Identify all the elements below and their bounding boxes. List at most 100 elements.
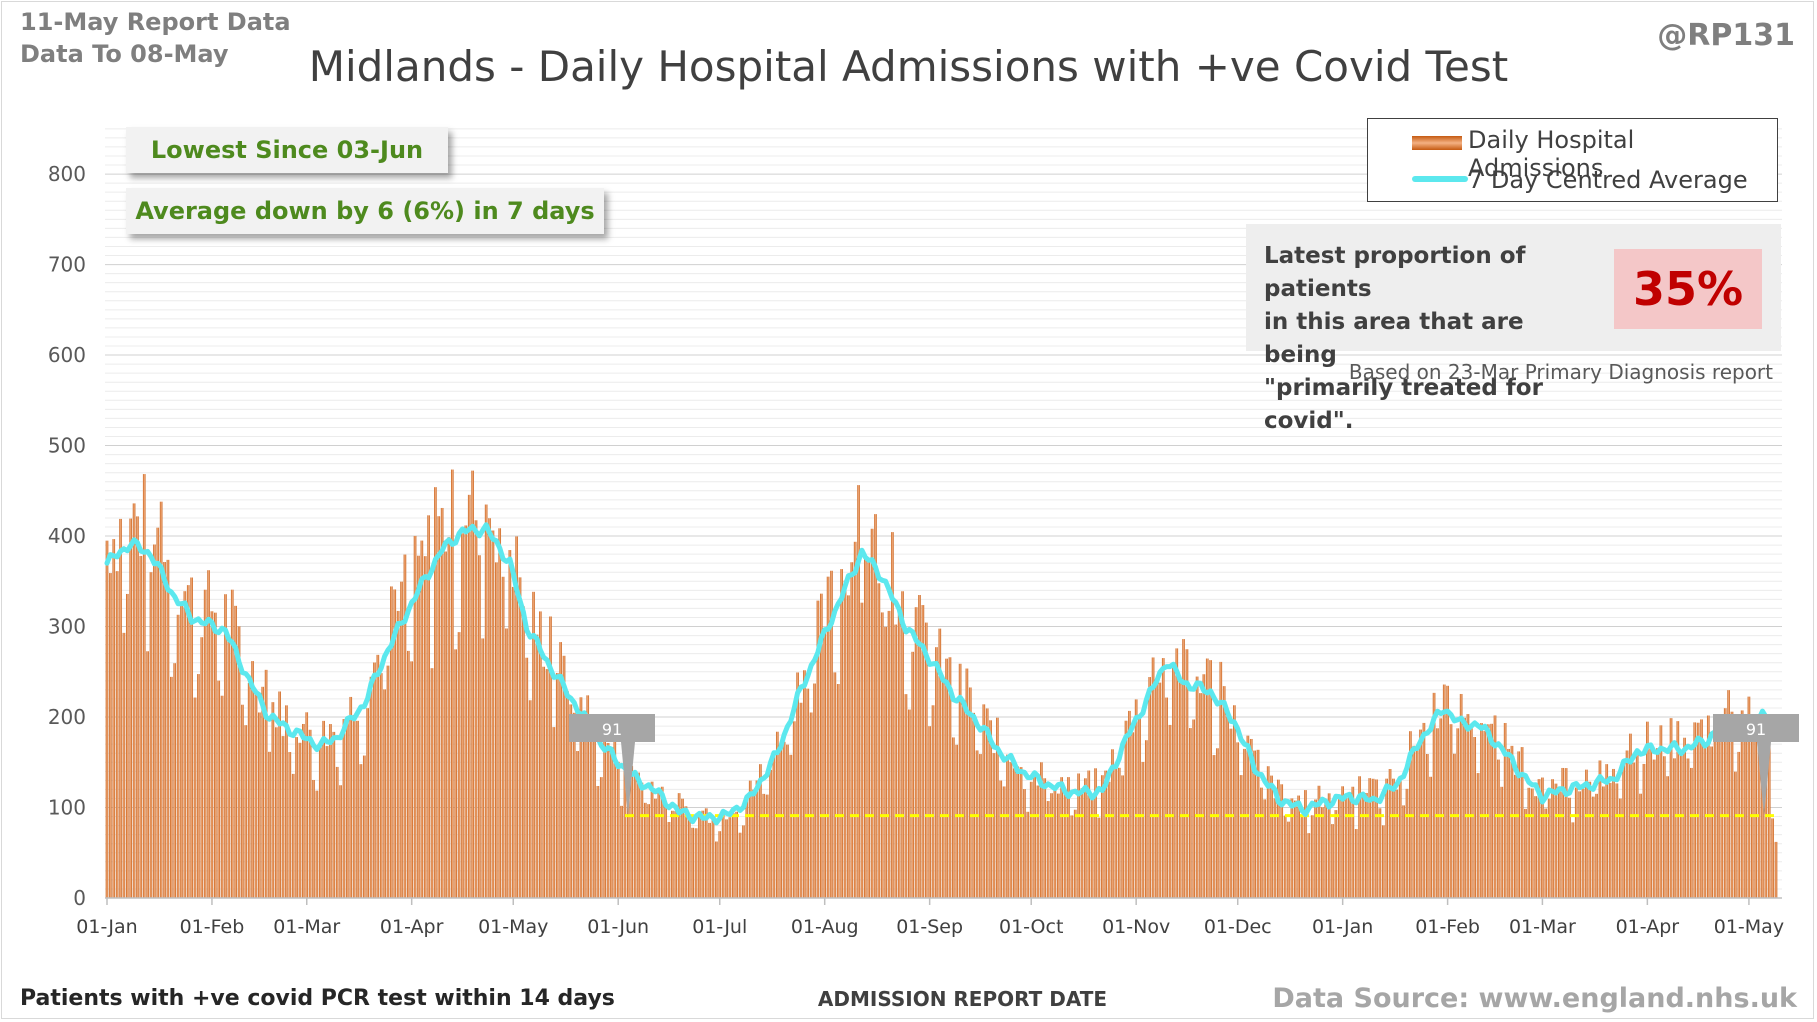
- admission-bar: [735, 812, 738, 898]
- admission-bar: [1528, 788, 1531, 898]
- admission-bar: [1585, 770, 1588, 898]
- admission-bar: [1568, 798, 1571, 898]
- admission-bar: [593, 717, 596, 898]
- admission-bar: [695, 828, 698, 898]
- admission-bar: [1582, 789, 1585, 898]
- admission-bar: [1500, 787, 1503, 898]
- admission-bar: [1037, 786, 1040, 898]
- admission-bar: [1027, 812, 1030, 898]
- admission-bar: [1365, 793, 1368, 898]
- x-tick-label: 01-Mar: [273, 916, 340, 938]
- admission-bar: [1043, 778, 1046, 898]
- x-tick-label: 01-Dec: [1204, 916, 1272, 938]
- admission-bar: [1440, 718, 1443, 898]
- admission-bar: [1179, 680, 1182, 898]
- admission-bar: [1392, 779, 1395, 898]
- admission-bar: [380, 673, 383, 898]
- legend-line-swatch: [1412, 176, 1468, 182]
- proportion-value: 35%: [1614, 249, 1762, 329]
- admission-bar: [834, 672, 837, 898]
- admission-bar: [1324, 801, 1327, 898]
- admission-bar: [1429, 777, 1432, 898]
- admission-bar: [654, 799, 657, 898]
- admission-bar: [488, 518, 491, 898]
- admission-bar: [996, 718, 999, 898]
- admission-bar: [651, 782, 654, 898]
- admission-bar: [184, 591, 187, 898]
- admission-bar: [1138, 716, 1141, 898]
- y-tick-label: 300: [48, 615, 86, 639]
- admission-bar: [1690, 768, 1693, 898]
- admission-bar: [187, 585, 190, 898]
- admission-bar: [1704, 746, 1707, 898]
- admission-bar: [702, 811, 705, 898]
- legend: Daily Hospital Admissions 7 Day Centred …: [1367, 118, 1778, 202]
- admission-bar: [752, 790, 755, 898]
- admission-bar: [1233, 705, 1236, 898]
- admission-bar: [390, 586, 393, 898]
- y-tick-label: 200: [48, 705, 86, 729]
- admission-bar: [1362, 793, 1365, 898]
- x-tick-label: 01-May: [1714, 916, 1784, 938]
- admission-bar: [1467, 714, 1470, 898]
- admission-bar: [1673, 758, 1676, 898]
- admission-bar: [1230, 729, 1233, 898]
- admission-bar: [485, 505, 488, 898]
- y-tick-label: 100: [48, 796, 86, 820]
- admission-bar: [844, 581, 847, 898]
- admission-bar: [326, 746, 329, 898]
- admission-bar: [1551, 779, 1554, 898]
- admission-bar: [1399, 779, 1402, 898]
- admission-bar: [715, 842, 718, 898]
- admission-bar: [800, 703, 803, 898]
- admission-bar: [1487, 724, 1490, 898]
- admission-bar: [316, 791, 319, 898]
- admission-bar: [1446, 686, 1449, 898]
- admission-bar: [905, 694, 908, 898]
- admission-bar: [129, 519, 132, 898]
- admission-bar: [146, 651, 149, 898]
- admission-bar: [607, 743, 610, 898]
- admission-bar: [972, 713, 975, 898]
- admission-bar: [1555, 784, 1558, 898]
- admission-bar: [911, 652, 914, 898]
- admission-bar: [1033, 776, 1036, 898]
- admission-bar: [1071, 815, 1074, 898]
- proportion-text: Latest proportion of patients in this ar…: [1264, 240, 1604, 438]
- admission-bar: [322, 721, 325, 898]
- admission-bar: [837, 684, 840, 898]
- admission-bar: [952, 737, 955, 898]
- x-tick-label: 01-Apr: [1616, 916, 1680, 938]
- admission-bar: [1507, 749, 1510, 898]
- admission-bar: [783, 742, 786, 898]
- admission-bar: [1531, 788, 1534, 898]
- admission-bar: [756, 780, 759, 898]
- admission-bar: [377, 655, 380, 898]
- admission-bar: [725, 819, 728, 898]
- admission-bar: [1453, 754, 1456, 898]
- admission-bar: [1714, 742, 1717, 898]
- admission-bar: [505, 628, 508, 898]
- admission-bar: [231, 590, 234, 898]
- admission-bar: [1148, 677, 1151, 898]
- admission-bar: [180, 606, 183, 898]
- admission-bar: [647, 804, 650, 898]
- admission-bar: [553, 727, 556, 898]
- admission-bar: [268, 752, 271, 898]
- admission-bar: [664, 805, 667, 898]
- data-source: Data Source: www.england.nhs.uk: [1272, 983, 1797, 1014]
- admission-bar: [705, 808, 708, 898]
- admission-bar: [685, 806, 688, 898]
- admission-bar: [708, 823, 711, 898]
- admission-bar: [1331, 824, 1334, 898]
- admission-bar: [729, 817, 732, 898]
- admission-bar: [813, 684, 816, 898]
- admission-bar: [1223, 686, 1226, 898]
- admission-bar: [177, 615, 180, 898]
- admission-bar: [295, 737, 298, 898]
- admission-bar: [549, 616, 552, 898]
- admission-bar: [1639, 794, 1642, 898]
- admission-bar: [1196, 677, 1199, 898]
- admission-bar: [1419, 730, 1422, 898]
- y-tick-label: 700: [48, 253, 86, 277]
